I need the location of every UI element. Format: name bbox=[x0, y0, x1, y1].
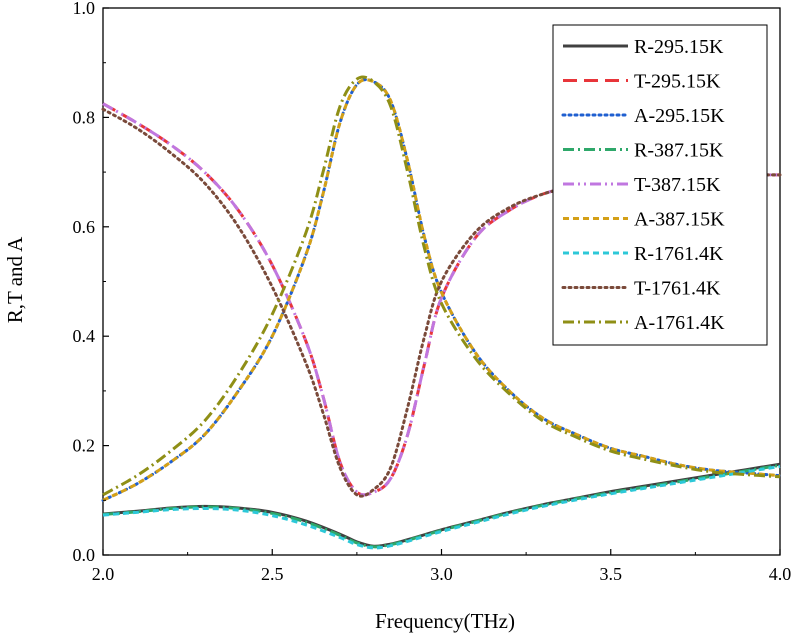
x-axis: 2.0 2.5 3.0 3.5 4.0 bbox=[92, 549, 792, 584]
legend-items: R-295.15K T-295.15K A-295.15K R-387.15K T-38… bbox=[561, 36, 725, 334]
y-axis: 0.0 0.2 0.4 0.6 0.8 1.0 bbox=[73, 0, 109, 565]
y-tick-label: 0.6 bbox=[73, 217, 96, 237]
plot-area bbox=[101, 7, 782, 556]
y-tick-label: 0.4 bbox=[73, 326, 96, 346]
series-group bbox=[101, 75, 782, 550]
series-line-r-1761-4k bbox=[102, 464, 781, 550]
x-tick-label: 4.0 bbox=[769, 564, 792, 584]
legend-label: A-295.15K bbox=[634, 105, 725, 127]
y-tick-label: 0.8 bbox=[73, 107, 96, 127]
series-line-t-1761-4k bbox=[101, 107, 782, 498]
series-line-t-387-15k bbox=[102, 102, 780, 497]
legend[interactable]: R-295.15K T-295.15K A-295.15K R-387.15K T-38… bbox=[552, 24, 768, 346]
x-tick-label: 3.0 bbox=[430, 564, 453, 584]
legend-label: R-387.15K bbox=[634, 140, 724, 162]
y-tick-label: 0.0 bbox=[73, 545, 96, 565]
x-axis-title: Frequency(THz) bbox=[375, 609, 515, 633]
legend-box bbox=[552, 24, 768, 346]
y-tick-label: 0.2 bbox=[73, 436, 96, 456]
series-line-r-295-15k bbox=[102, 462, 781, 548]
y-tick-label: 1.0 bbox=[73, 0, 96, 18]
legend-label: T-295.15K bbox=[634, 71, 721, 93]
series-line-a-387-15k bbox=[102, 78, 781, 502]
x-tick-label: 3.5 bbox=[600, 564, 623, 584]
x-tick-label: 2.5 bbox=[261, 564, 284, 584]
legend-label: T-1761.4K bbox=[634, 278, 721, 300]
series-line-a-1761-4k bbox=[102, 75, 781, 497]
legend-label: T-387.15K bbox=[634, 174, 721, 196]
legend-label: A-387.15K bbox=[634, 209, 725, 231]
legend-label: R-295.15K bbox=[634, 36, 724, 58]
legend-label: A-1761.4K bbox=[634, 312, 725, 334]
x-tick-label: 2.0 bbox=[92, 564, 115, 584]
legend-label: R-1761.4K bbox=[634, 243, 724, 265]
y-axis-title: R,T and A bbox=[3, 236, 27, 323]
